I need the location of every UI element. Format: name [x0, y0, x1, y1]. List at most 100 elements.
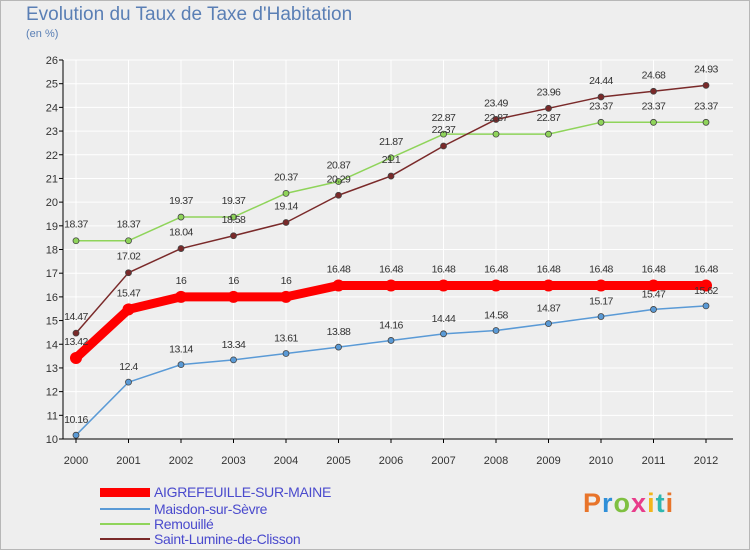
data-label-remouille: 22.87 — [537, 112, 561, 124]
data-point-aigrefeuille — [385, 279, 397, 292]
data-point-maisdon — [545, 320, 552, 328]
data-label-saint-lumine: 24.93 — [694, 63, 718, 75]
data-label-maisdon: 15.17 — [589, 296, 613, 308]
x-tick-label: 2005 — [326, 455, 350, 467]
data-label-remouille: 19.37 — [222, 195, 246, 207]
x-tick-label: 2000 — [64, 455, 88, 467]
data-point-remouille — [125, 237, 132, 245]
data-point-maisdon — [335, 343, 342, 351]
y-tick-label: 21 — [46, 173, 58, 185]
data-label-aigrefeuille: 16.48 — [537, 264, 561, 276]
data-label-remouille: 20.37 — [274, 171, 298, 183]
data-label-maisdon: 14.58 — [484, 310, 508, 322]
data-point-aigrefeuille — [227, 290, 240, 303]
y-tick-label: 11 — [47, 410, 58, 422]
data-label-aigrefeuille: 13.42 — [64, 336, 88, 348]
data-point-aigrefeuille — [70, 351, 82, 364]
logo-letter: x — [631, 488, 648, 518]
logo-letter: t — [655, 488, 666, 518]
y-tick-label: 18 — [46, 245, 58, 257]
data-label-maisdon: 13.14 — [169, 344, 193, 356]
x-tick-label: 2001 — [116, 455, 140, 467]
logo-letter: i — [647, 488, 656, 518]
data-point-remouille — [335, 178, 342, 185]
proxiti-logo: Proxiti — [583, 488, 674, 519]
data-point-aigrefeuille — [437, 279, 450, 292]
data-point-remouille — [702, 118, 710, 126]
legend-label-aigrefeuille: AIGREFEUILLE-SUR-MAINE — [154, 484, 331, 500]
y-tick-label: 20 — [46, 197, 58, 209]
data-label-remouille: 18.37 — [64, 219, 88, 231]
data-label-saint-lumine: 18.58 — [222, 214, 246, 226]
data-label-remouille: 23.37 — [694, 100, 718, 112]
data-label-aigrefeuille: 16.48 — [379, 264, 403, 276]
data-point-maisdon — [650, 306, 657, 313]
data-label-aigrefeuille: 16.48 — [589, 264, 613, 276]
data-label-maisdon: 14.44 — [432, 313, 456, 325]
data-label-aigrefeuille: 16 — [281, 275, 292, 287]
data-point-remouille — [177, 213, 185, 221]
x-tick-label: 2003 — [221, 455, 245, 467]
data-point-saint-lumine — [387, 172, 395, 180]
legend-swatch-aigrefeuille — [100, 488, 150, 497]
data-label-maisdon: 13.88 — [327, 326, 351, 338]
data-point-remouille — [230, 213, 237, 221]
logo-letter: P — [583, 488, 603, 518]
data-label-maisdon: 13.61 — [274, 332, 298, 344]
data-label-saint-lumine: 21.1 — [382, 154, 401, 166]
data-point-saint-lumine — [230, 232, 237, 240]
data-point-remouille — [440, 130, 447, 138]
data-point-aigrefeuille — [595, 279, 607, 292]
x-tick-label: 2012 — [694, 455, 718, 467]
data-point-maisdon — [702, 302, 710, 310]
y-tick-label: 16 — [46, 292, 58, 304]
data-point-saint-lumine — [335, 191, 342, 199]
data-label-maisdon: 14.87 — [537, 303, 561, 315]
data-point-maisdon — [282, 350, 290, 357]
data-point-maisdon — [125, 378, 132, 386]
data-point-aigrefeuille — [542, 279, 555, 292]
data-point-remouille — [650, 118, 657, 126]
logo-letter: r — [602, 488, 614, 518]
data-label-aigrefeuille: 16.48 — [432, 264, 456, 276]
x-tick-label: 2008 — [484, 455, 508, 467]
data-label-aigrefeuille: 16.48 — [327, 264, 351, 276]
data-point-remouille — [282, 189, 290, 197]
data-point-remouille — [492, 130, 500, 138]
legend-label-remouille: Remouillé — [154, 516, 214, 532]
data-label-maisdon: 14.16 — [379, 319, 403, 331]
data-label-saint-lumine: 24.68 — [642, 69, 666, 81]
data-point-maisdon — [597, 313, 605, 320]
y-tick-label: 25 — [46, 79, 58, 91]
data-point-remouille — [387, 154, 395, 162]
chart-title: Evolution du Taux de Taxe d'Habitation — [26, 4, 353, 25]
x-tick-label: 2011 — [642, 455, 666, 467]
y-tick-label: 13 — [46, 363, 58, 375]
logo-letter: o — [613, 488, 632, 518]
data-label-aigrefeuille: 16.48 — [484, 264, 508, 276]
data-point-saint-lumine — [702, 81, 710, 89]
data-label-maisdon: 15.47 — [642, 288, 666, 300]
x-tick-label: 2007 — [431, 455, 455, 467]
data-label-remouille: 18.37 — [117, 219, 141, 231]
chart-subtitle: (en %) — [26, 28, 59, 40]
data-label-saint-lumine: 22.37 — [432, 124, 456, 136]
y-tick-label: 14 — [46, 339, 58, 351]
data-label-saint-lumine: 24.44 — [589, 75, 613, 87]
data-label-remouille: 22.87 — [484, 112, 508, 124]
data-label-remouille: 22.87 — [432, 112, 456, 124]
data-label-saint-lumine: 14.47 — [64, 311, 88, 323]
data-label-remouille: 19.37 — [169, 195, 193, 207]
data-point-saint-lumine — [440, 142, 447, 150]
data-label-aigrefeuille: 16 — [176, 275, 187, 287]
data-label-saint-lumine: 20.29 — [327, 173, 351, 185]
data-point-saint-lumine — [282, 219, 290, 226]
data-point-maisdon — [492, 327, 500, 334]
x-tick-label: 2009 — [536, 455, 560, 467]
data-label-remouille: 21.87 — [379, 136, 403, 148]
data-point-saint-lumine — [597, 93, 605, 101]
y-tick-label: 10 — [46, 434, 58, 446]
x-tick-label: 2006 — [379, 455, 403, 467]
data-point-aigrefeuille — [122, 303, 135, 316]
data-point-saint-lumine — [72, 329, 80, 337]
